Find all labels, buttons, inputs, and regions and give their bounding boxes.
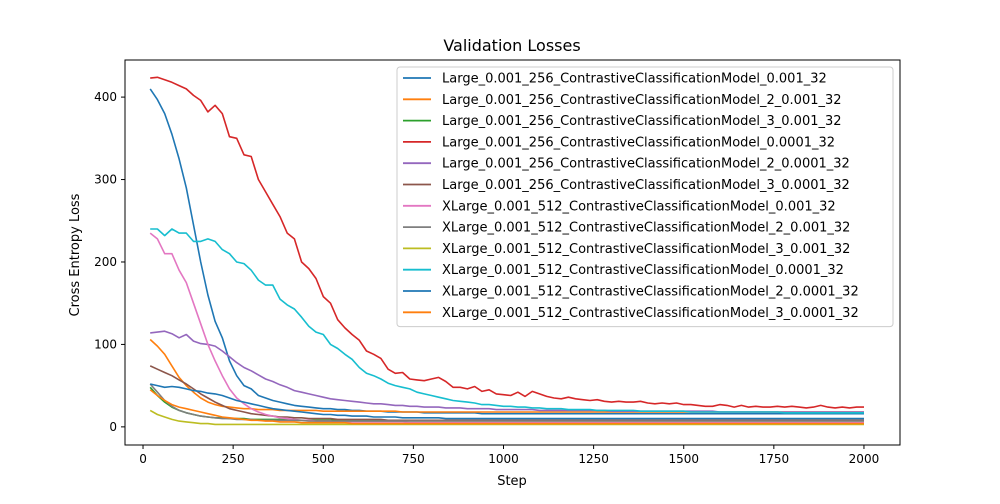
legend-label-11: XLarge_0.001_512_ContrastiveClassificati… bbox=[442, 285, 859, 300]
series-group bbox=[149, 76, 864, 426]
x-axis-ticks: 0 250 500 750 1000 1250 1500 1750 2000 bbox=[139, 445, 879, 466]
x-tick-label: 1250 bbox=[578, 452, 609, 466]
y-tick-label: 400 bbox=[94, 90, 117, 104]
series-line-1 bbox=[149, 88, 864, 415]
legend-label-9: XLarge_0.001_512_ContrastiveClassificati… bbox=[442, 242, 850, 257]
legend-label-10: XLarge_0.001_512_ContrastiveClassificati… bbox=[442, 263, 844, 278]
series-line-4 bbox=[150, 76, 864, 409]
chart-title: Validation Losses bbox=[443, 36, 580, 55]
x-tick-label: 250 bbox=[222, 452, 245, 466]
series-line-12 bbox=[149, 389, 864, 425]
legend-label-12: XLarge_0.001_512_ContrastiveClassificati… bbox=[442, 306, 859, 321]
legend-label-2: Large_0.001_256_ContrastiveClassificatio… bbox=[442, 93, 842, 108]
legend-label-5: Large_0.001_256_ContrastiveClassificatio… bbox=[442, 157, 850, 172]
y-tick-label: 0 bbox=[109, 420, 117, 434]
legend-label-4: Large_0.001_256_ContrastiveClassificatio… bbox=[442, 135, 835, 150]
x-tick-label: 1750 bbox=[759, 452, 790, 466]
plot-area-frame bbox=[124, 59, 901, 446]
x-axis-label: Step bbox=[497, 474, 527, 489]
series-line-11 bbox=[150, 383, 864, 420]
legend: Large_0.001_256_ContrastiveClassificatio… bbox=[396, 66, 894, 328]
y-tick-label: 300 bbox=[94, 173, 117, 187]
y-axis-ticks: 0 100 200 300 400 bbox=[94, 90, 125, 434]
y-axis-label: Cross Entropy Loss bbox=[68, 193, 83, 316]
legend-label-6: Large_0.001_256_ContrastiveClassificatio… bbox=[442, 178, 850, 193]
x-tick-label: 750 bbox=[402, 452, 425, 466]
legend-label-7: XLarge_0.001_512_ContrastiveClassificati… bbox=[442, 199, 836, 214]
legend-label-3: Large_0.001_256_ContrastiveClassificatio… bbox=[442, 114, 842, 129]
x-tick-label: 2000 bbox=[849, 452, 880, 466]
legend-label-1: Large_0.001_256_ContrastiveClassificatio… bbox=[442, 72, 827, 87]
series-line-8 bbox=[149, 383, 864, 422]
y-tick-label: 200 bbox=[94, 255, 117, 269]
legend-box bbox=[396, 66, 894, 328]
x-tick-label: 1500 bbox=[668, 452, 699, 466]
x-tick-label: 0 bbox=[139, 452, 147, 466]
x-tick-label: 500 bbox=[312, 452, 335, 466]
series-line-7 bbox=[149, 232, 864, 424]
legend-label-8: XLarge_0.001_512_ContrastiveClassificati… bbox=[442, 221, 850, 236]
series-line-10 bbox=[150, 228, 864, 414]
x-tick-label: 1000 bbox=[488, 452, 519, 466]
y-tick-label: 100 bbox=[94, 337, 117, 351]
